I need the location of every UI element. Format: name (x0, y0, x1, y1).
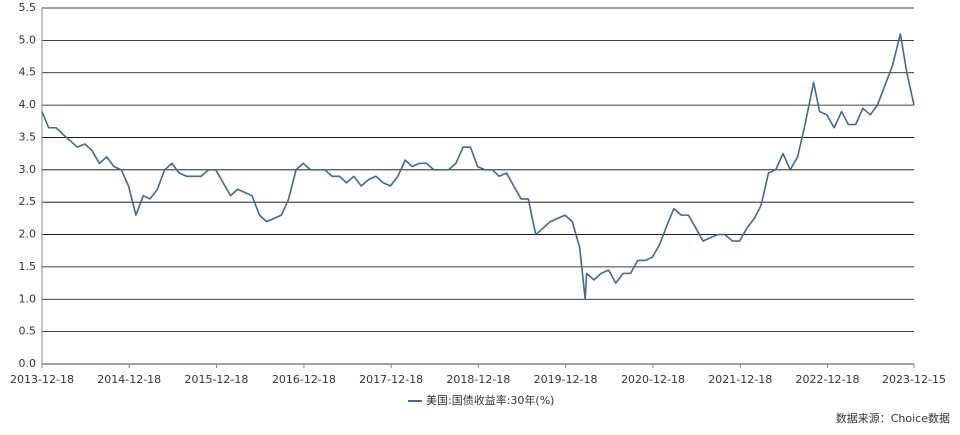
y-tick-label: 5.0 (19, 33, 37, 46)
x-tick-label: 2019-12-18 (534, 373, 598, 386)
x-tick-label: 2015-12-18 (184, 373, 248, 386)
data-line (41, 33, 915, 301)
x-tick-label: 2020-12-18 (621, 373, 685, 386)
y-tick-label: 2.0 (19, 228, 37, 241)
source-note: 数据来源：Choice数据 (836, 411, 950, 425)
y-tick-label: 4.5 (19, 66, 37, 79)
x-tick-label: 2022-12-18 (796, 373, 860, 386)
x-tick-label: 2014-12-18 (97, 373, 161, 386)
x-tick-label: 2023-12-15 (882, 373, 946, 386)
x-tick-label: 2016-12-18 (272, 373, 336, 386)
y-tick-label: 2.5 (19, 195, 37, 208)
x-tick-label: 2021-12-18 (708, 373, 772, 386)
x-tick-label: 2018-12-18 (446, 373, 510, 386)
y-tick-label: 1.5 (19, 260, 37, 273)
x-tick-label: 2017-12-18 (359, 373, 423, 386)
legend-label: 美国:国债收益率:30年(%) (426, 393, 554, 407)
y-tick-label: 3.0 (19, 163, 37, 176)
y-tick-label: 1.0 (19, 292, 37, 305)
y-tick-label: 4.0 (19, 98, 37, 111)
y-tick-label: 5.5 (19, 1, 37, 14)
y-tick-label: 0.5 (19, 325, 37, 338)
y-tick-label: 0.0 (19, 357, 37, 370)
y-tick-label: 3.5 (19, 130, 37, 143)
x-tick-label: 2013-12-18 (10, 373, 74, 386)
